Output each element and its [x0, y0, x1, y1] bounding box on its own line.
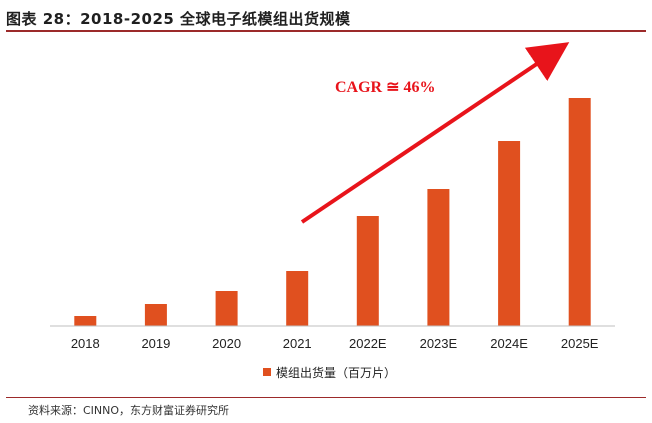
bar-2019	[144, 304, 167, 326]
footer-divider	[6, 397, 646, 398]
bar-2020	[215, 291, 238, 326]
x-tick-label: 2021	[283, 336, 312, 351]
title-divider	[6, 30, 646, 32]
legend: 模组出货量（百万片）	[263, 365, 396, 380]
figure-header: 图表 28：2018-2025 全球电子纸模组出货规模	[6, 4, 646, 32]
bar-2023E	[427, 189, 450, 326]
bar-2021	[286, 271, 309, 326]
cagr-arrow	[300, 42, 570, 224]
x-tick-label: 2018	[71, 336, 100, 351]
x-tick-label: 2024E	[490, 336, 528, 351]
bar-2024E	[498, 141, 521, 326]
bar-2022E	[356, 216, 379, 326]
x-tick-label: 2025E	[561, 336, 599, 351]
cagr-annotation: CAGR ≅ 46%	[335, 79, 436, 96]
bar-series	[74, 98, 591, 326]
bar-2025E	[568, 98, 591, 326]
legend-swatch	[263, 368, 271, 376]
figure-title: 图表 28：2018-2025 全球电子纸模组出货规模	[6, 10, 351, 28]
x-tick-label: 2019	[141, 336, 170, 351]
x-tick-label: 2023E	[420, 336, 458, 351]
legend-label: 模组出货量（百万片）	[276, 365, 396, 380]
x-tick-label: 2020	[212, 336, 241, 351]
x-tick-labels: 2018 2019 2020 2021 2022E 2023E 2024E 2025E	[71, 336, 599, 351]
bar-2018	[74, 316, 97, 326]
source-note: 资料来源：CINNO，东方财富证券研究所	[28, 404, 230, 417]
x-tick-label: 2022E	[349, 336, 387, 351]
